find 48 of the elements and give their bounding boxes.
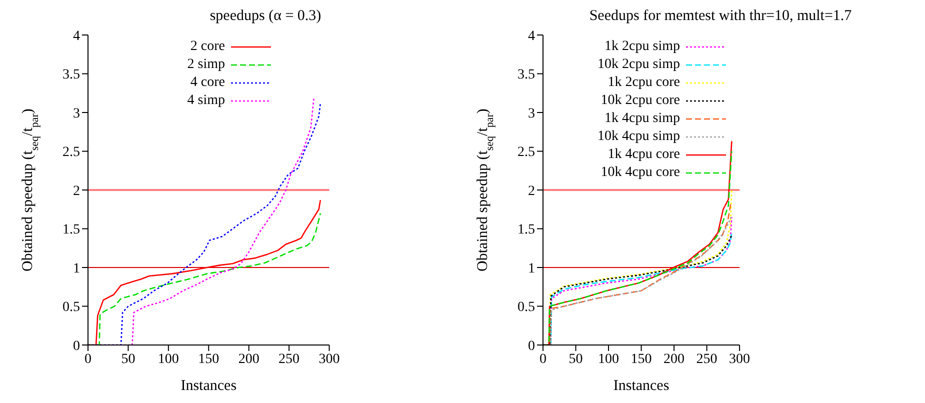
x-tick-label: 200 (664, 352, 685, 367)
y-tick-label: 1.5 (518, 222, 535, 238)
y-tick-label: 3 (73, 106, 80, 122)
legend-label: 1k 2cpu core (608, 75, 680, 90)
legend-label: 10k 2cpu simp (598, 57, 680, 72)
legend-label: 10k 2cpu core (600, 93, 680, 108)
x-tick-label: 250 (696, 352, 718, 367)
y-tick-label: 4 (528, 28, 535, 44)
y-tick-label: 1.5 (62, 222, 80, 238)
legend-label: 2 simp (187, 57, 225, 72)
y-tick-label: 3.5 (518, 68, 535, 83)
x-tick-label: 200 (238, 352, 260, 367)
x-tick-label: 150 (630, 352, 652, 367)
y-tick-label: 0 (528, 338, 535, 354)
legend-label: 10k 4cpu simp (598, 129, 680, 144)
y-tick-label: 0.5 (518, 300, 535, 316)
y-tick-label: 0 (73, 338, 80, 354)
x-tick-label: 100 (158, 352, 179, 367)
x-tick-label: 250 (278, 352, 300, 367)
x-tick-label: 300 (318, 352, 340, 367)
legend-label: 1k 2cpu simp (604, 39, 680, 54)
legend-label: 1k 4cpu core (608, 147, 680, 162)
x-tick-label: 0 (540, 352, 546, 367)
legend-label: 2 core (190, 39, 225, 54)
x-tick-label: 300 (729, 352, 750, 367)
y-tick-label: 0.5 (62, 300, 80, 316)
y-tick-label: 2 (528, 184, 535, 199)
x-tick-label: 50 (568, 352, 583, 367)
x-tick-label: 150 (198, 352, 220, 367)
y-tick-label: 3 (528, 106, 535, 122)
y-tick-label: 3.5 (62, 68, 80, 83)
chart-title: Seedups for memtest with thr=10, mult=1.7 (588, 8, 853, 26)
x-tick-label: 100 (598, 352, 620, 367)
x-tick-label: 50 (121, 352, 136, 367)
y-tick-label: 2.5 (518, 145, 535, 160)
y-tick-label: 4 (73, 28, 80, 44)
legend-label: 4 core (190, 75, 225, 90)
y-tick-label: 1 (73, 261, 80, 276)
x-tick-label: 0 (84, 352, 92, 367)
x-axis-title: Instances (180, 378, 237, 394)
y-tick-label: 1 (528, 261, 535, 276)
x-axis-title: Instances (613, 378, 670, 394)
chart-title: speedups (α = 0.3) (208, 8, 322, 26)
y-tick-label: 2.5 (62, 145, 80, 160)
legend-label: 4 simp (187, 93, 225, 108)
legend-label: 10k 4cpu core (600, 165, 680, 180)
y-tick-label: 2 (73, 184, 80, 199)
legend-label: 1k 4cpu simp (604, 111, 680, 126)
